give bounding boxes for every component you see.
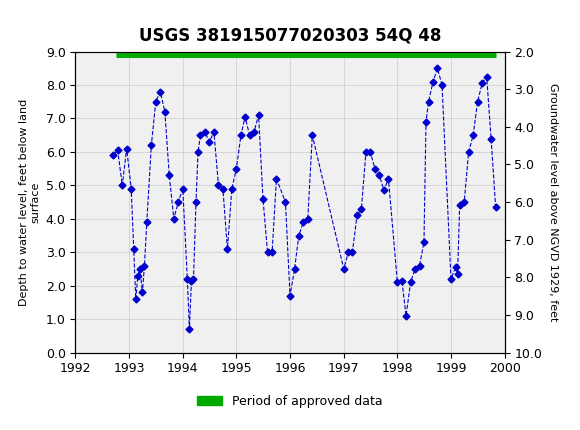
Text: ≡USGS: ≡USGS xyxy=(12,10,66,28)
Title: USGS 381915077020303 54Q 48: USGS 381915077020303 54Q 48 xyxy=(139,27,441,44)
Legend: Period of approved data: Period of approved data xyxy=(192,390,388,412)
Y-axis label: Groundwater level above NGVD 1929, feet: Groundwater level above NGVD 1929, feet xyxy=(548,83,558,321)
Text: USGS: USGS xyxy=(49,12,96,27)
Y-axis label: Depth to water level, feet below land
surface: Depth to water level, feet below land su… xyxy=(19,98,40,306)
Bar xyxy=(6,4,41,35)
